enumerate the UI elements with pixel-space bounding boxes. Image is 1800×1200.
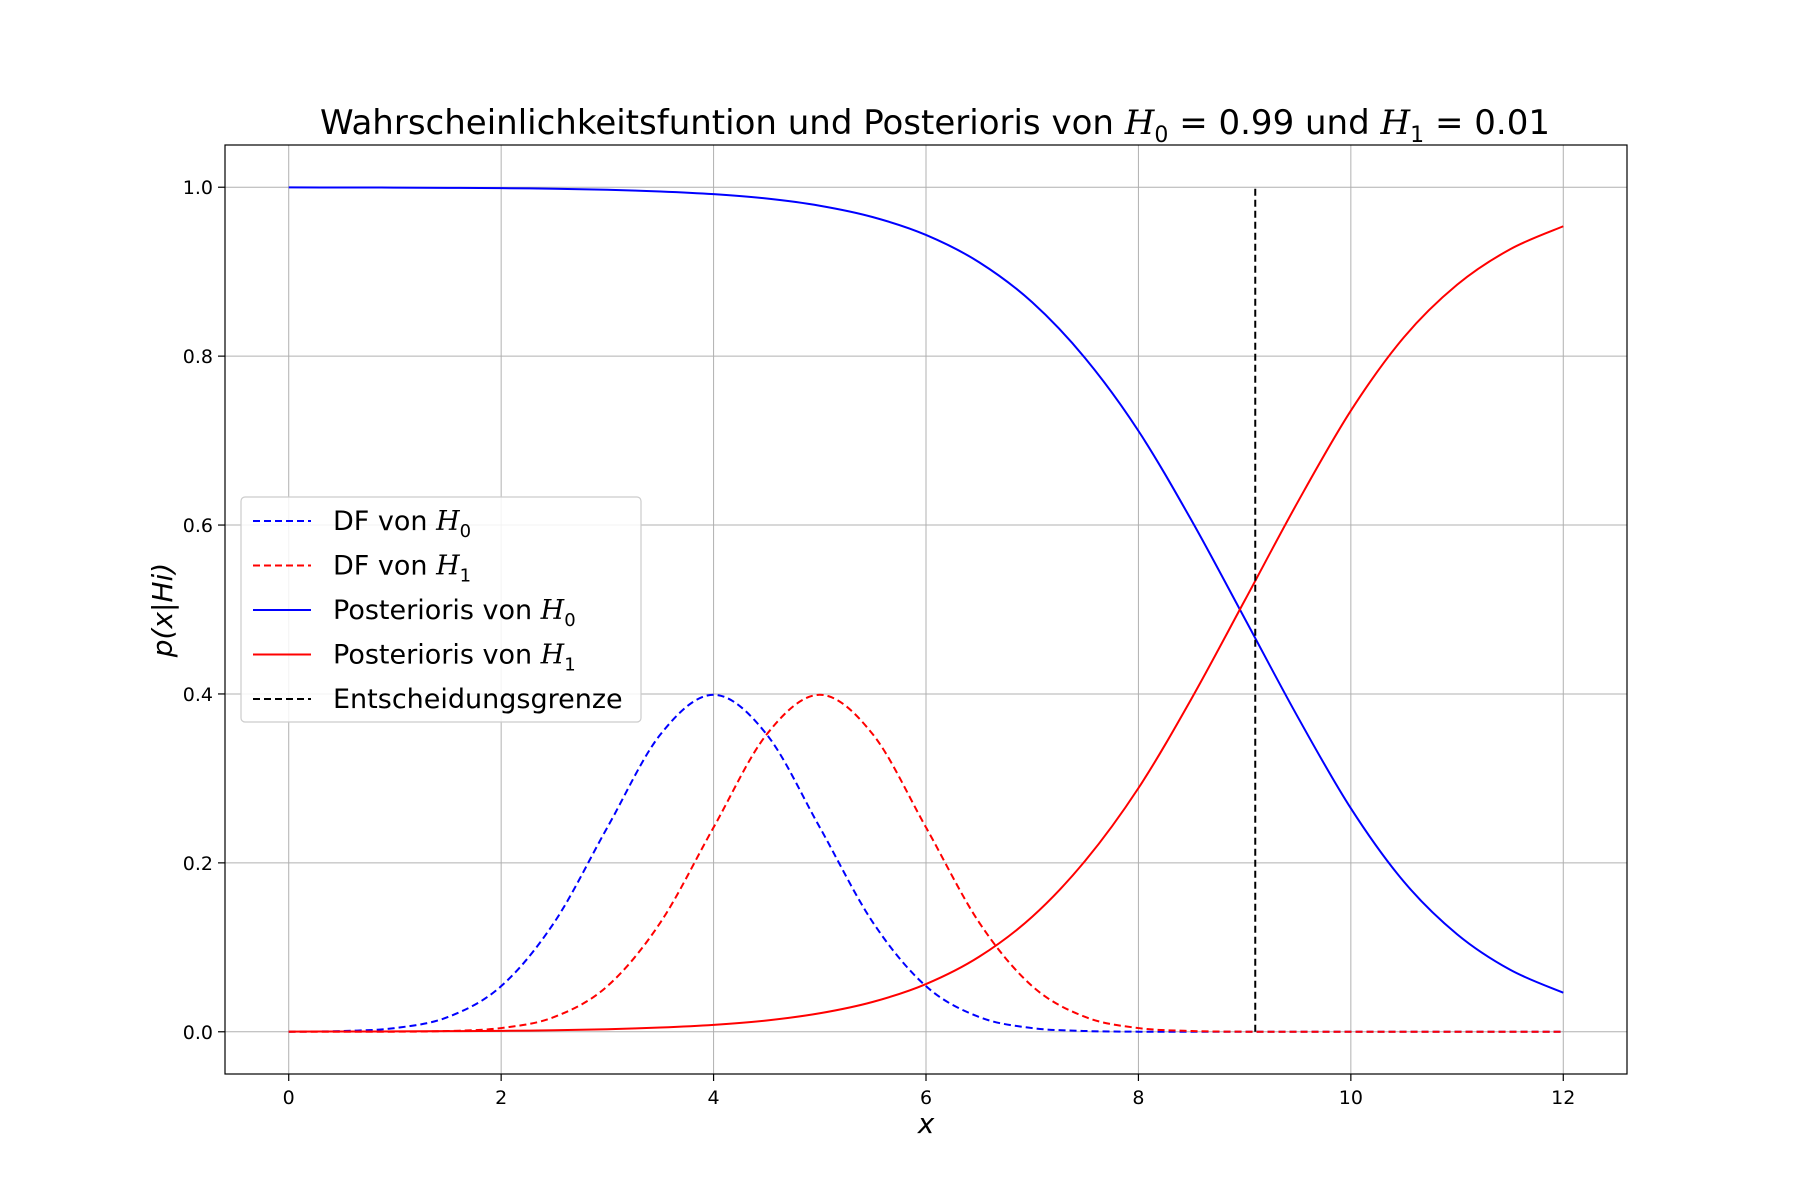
legend-label: Entscheidungsgrenze — [333, 684, 623, 715]
series-posterior-h1-line — [288, 225, 1564, 1033]
legend: DF von H0 DF von H1 Posterioris von H0 Post… — [240, 496, 642, 723]
y-tick-label: 0.4 — [183, 684, 213, 706]
legend-item-posterior-h1: Posterioris von H1 — [253, 640, 576, 676]
legend-label: DF von H0 — [333, 506, 471, 542]
legend-item-df-h0: DF von H0 — [253, 506, 471, 542]
legend-label: Posterioris von H1 — [333, 640, 576, 676]
series-posterior-h0-line — [288, 186, 1564, 994]
y-axis-label: p(x|Hi) — [146, 563, 179, 658]
series-layer — [288, 186, 1564, 1033]
series-df-h1-line — [288, 693, 1564, 1033]
y-tick-label: 0.0 — [183, 1022, 213, 1044]
x-tick-label: 2 — [495, 1087, 507, 1109]
x-tick-label: 0 — [283, 1087, 295, 1109]
x-tick-label: 12 — [1551, 1087, 1575, 1109]
legend-items: DF von H0 DF von H1 Posterioris von H0 Post… — [253, 506, 623, 715]
y-axis: 0.0 0.2 0.4 0.6 0.8 1.0 — [183, 177, 225, 1044]
x-tick-label: 10 — [1339, 1087, 1363, 1109]
y-tick-label: 0.2 — [183, 853, 213, 875]
x-tick-label: 8 — [1132, 1087, 1144, 1109]
x-axis: 0 2 4 6 8 10 12 — [283, 1074, 1575, 1109]
legend-item-df-h1: DF von H1 — [253, 551, 471, 587]
legend-label: DF von H1 — [333, 551, 471, 587]
x-tick-label: 4 — [708, 1087, 720, 1109]
legend-box — [240, 496, 642, 723]
y-tick-label: 1.0 — [183, 177, 213, 199]
legend-item-posterior-h0: Posterioris von H0 — [253, 595, 576, 631]
x-tick-label: 6 — [920, 1087, 932, 1109]
x-axis-label: x — [917, 1107, 935, 1140]
legend-item-decision-boundary: Entscheidungsgrenze — [253, 684, 623, 715]
legend-label: Posterioris von H0 — [333, 595, 576, 631]
y-tick-label: 0.6 — [183, 515, 213, 537]
chart-title: Wahrscheinlichkeitsfuntion und Posterior… — [320, 103, 1550, 148]
y-tick-label: 0.8 — [183, 346, 213, 368]
